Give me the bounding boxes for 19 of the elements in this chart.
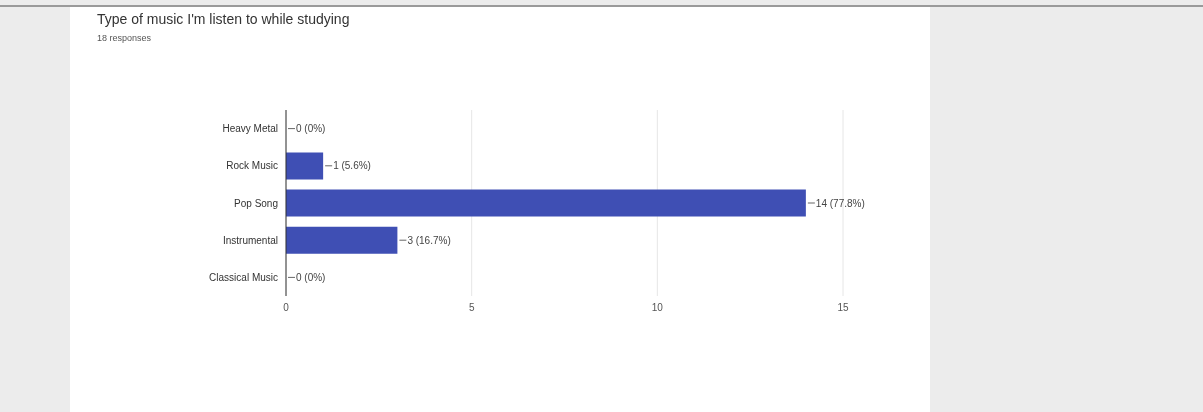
text: 18 responses bbox=[97, 33, 152, 43]
data-label: 0 (0%) bbox=[296, 271, 326, 283]
y-tick-label: Pop Song bbox=[234, 197, 278, 209]
x-tick-label: 10 bbox=[651, 302, 664, 314]
bar bbox=[286, 189, 806, 217]
data-label: 0 (0%) bbox=[296, 123, 326, 135]
chart-title: Type of music I'm listen to while studying bbox=[97, 11, 350, 27]
y-tick-label: Heavy Metal bbox=[222, 123, 278, 135]
bar bbox=[286, 152, 324, 180]
x-tick-label: 0 bbox=[283, 302, 290, 314]
x-tick-label: 15 bbox=[837, 302, 849, 314]
y-tick-label: Instrumental bbox=[222, 234, 278, 246]
y-tick-label: Classical Music bbox=[209, 271, 278, 283]
x-tick-label: 5 bbox=[468, 302, 475, 314]
data-label: 1 (5.6%) bbox=[333, 160, 371, 172]
y-tick-label: Rock Music bbox=[226, 160, 278, 172]
data-label: 14 (77.8%) bbox=[815, 197, 865, 209]
data-label: 3 (16.7%) bbox=[407, 234, 451, 246]
bar bbox=[286, 226, 398, 254]
